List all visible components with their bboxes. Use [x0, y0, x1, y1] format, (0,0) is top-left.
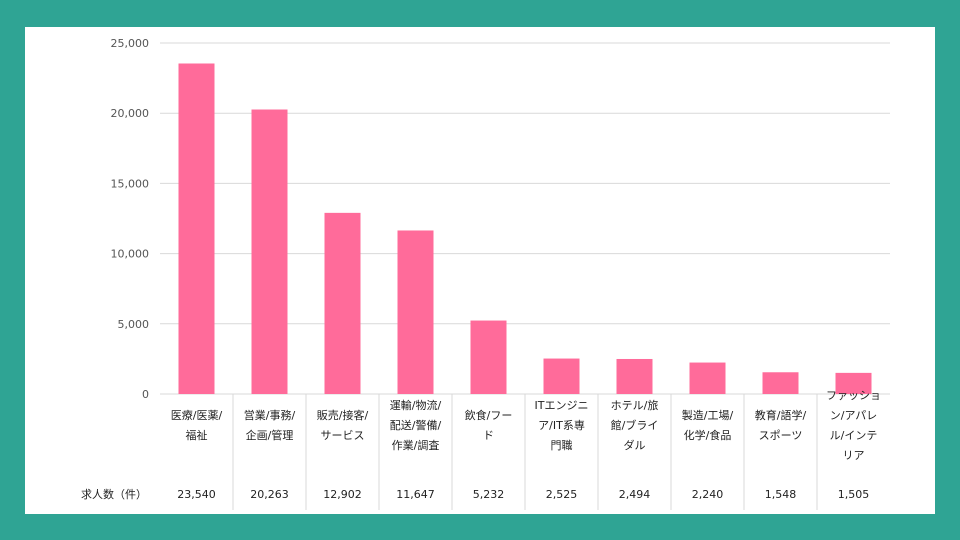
category-label: 門職 — [551, 439, 573, 452]
category-label: 医療/医薬/ — [171, 408, 223, 422]
table-value-cell: 2,525 — [546, 488, 578, 501]
table-value-cell: 20,263 — [250, 488, 289, 501]
category-label: 飲食/フー — [465, 408, 513, 422]
y-tick-label: 15,000 — [111, 177, 150, 190]
table-row-header: 求人数（件） — [81, 488, 147, 501]
category-label: スポーツ — [759, 429, 803, 442]
bar — [616, 358, 653, 394]
category-label: ダル — [624, 438, 646, 452]
bar — [762, 372, 799, 394]
y-tick-label: 5,000 — [118, 318, 150, 331]
category-label: ITエンジニ — [535, 399, 589, 412]
category-label: ホテル/旅 — [611, 398, 659, 412]
category-label: 福祉 — [186, 428, 208, 442]
y-tick-label: 10,000 — [111, 248, 150, 261]
bar — [470, 320, 507, 394]
table-value-cell: 11,647 — [396, 488, 435, 501]
category-label: 販売/接客/ — [317, 408, 369, 422]
table-value-cell: 12,902 — [323, 488, 362, 501]
category-label: 館/ブライ — [611, 418, 659, 432]
category-label: 運輸/物流/ — [390, 398, 442, 412]
category-label: 教育/語学/ — [755, 408, 807, 422]
bar — [178, 63, 215, 394]
category-label: 企画/管理 — [246, 428, 294, 442]
category-label: リア — [843, 449, 865, 462]
category-label: 製造/工場/ — [682, 408, 734, 422]
table-value-cell: 5,232 — [473, 488, 505, 501]
bar — [543, 358, 580, 394]
bar — [251, 109, 288, 394]
category-label: ド — [483, 429, 494, 442]
bar — [397, 230, 434, 394]
category-label: サービス — [321, 429, 365, 442]
y-tick-label: 25,000 — [111, 37, 150, 50]
table-value-cell: 1,505 — [838, 488, 870, 501]
bar — [324, 212, 361, 394]
bar-chart: 25,000 20,000 15,000 10,000 5,000 0 医療/医薬/福祉 23… — [81, 37, 890, 510]
category-label: 化学/食品 — [684, 428, 732, 442]
chart-card: 25,000 20,000 15,000 10,000 5,000 0 医療/医薬/福祉 23… — [25, 27, 935, 514]
category-label: 営業/事務/ — [244, 408, 296, 422]
category-label: 作業/調査 — [392, 438, 440, 452]
y-tick-label: 0 — [142, 388, 149, 401]
bar — [835, 372, 872, 394]
category-label: ファッショ — [826, 389, 881, 402]
category-label: 配送/警備/ — [390, 418, 442, 432]
category-label: ア/IT系専 — [538, 419, 585, 432]
category-label: ル/インテ — [830, 429, 878, 442]
table-value-cell: 2,240 — [692, 488, 724, 501]
bar — [689, 362, 726, 394]
table-value-cell: 23,540 — [177, 488, 216, 501]
category-label: ン/アパレ — [830, 409, 878, 422]
table-value-cell: 2,494 — [619, 488, 651, 501]
y-tick-label: 20,000 — [111, 107, 150, 120]
table-value-cell: 1,548 — [765, 488, 797, 501]
